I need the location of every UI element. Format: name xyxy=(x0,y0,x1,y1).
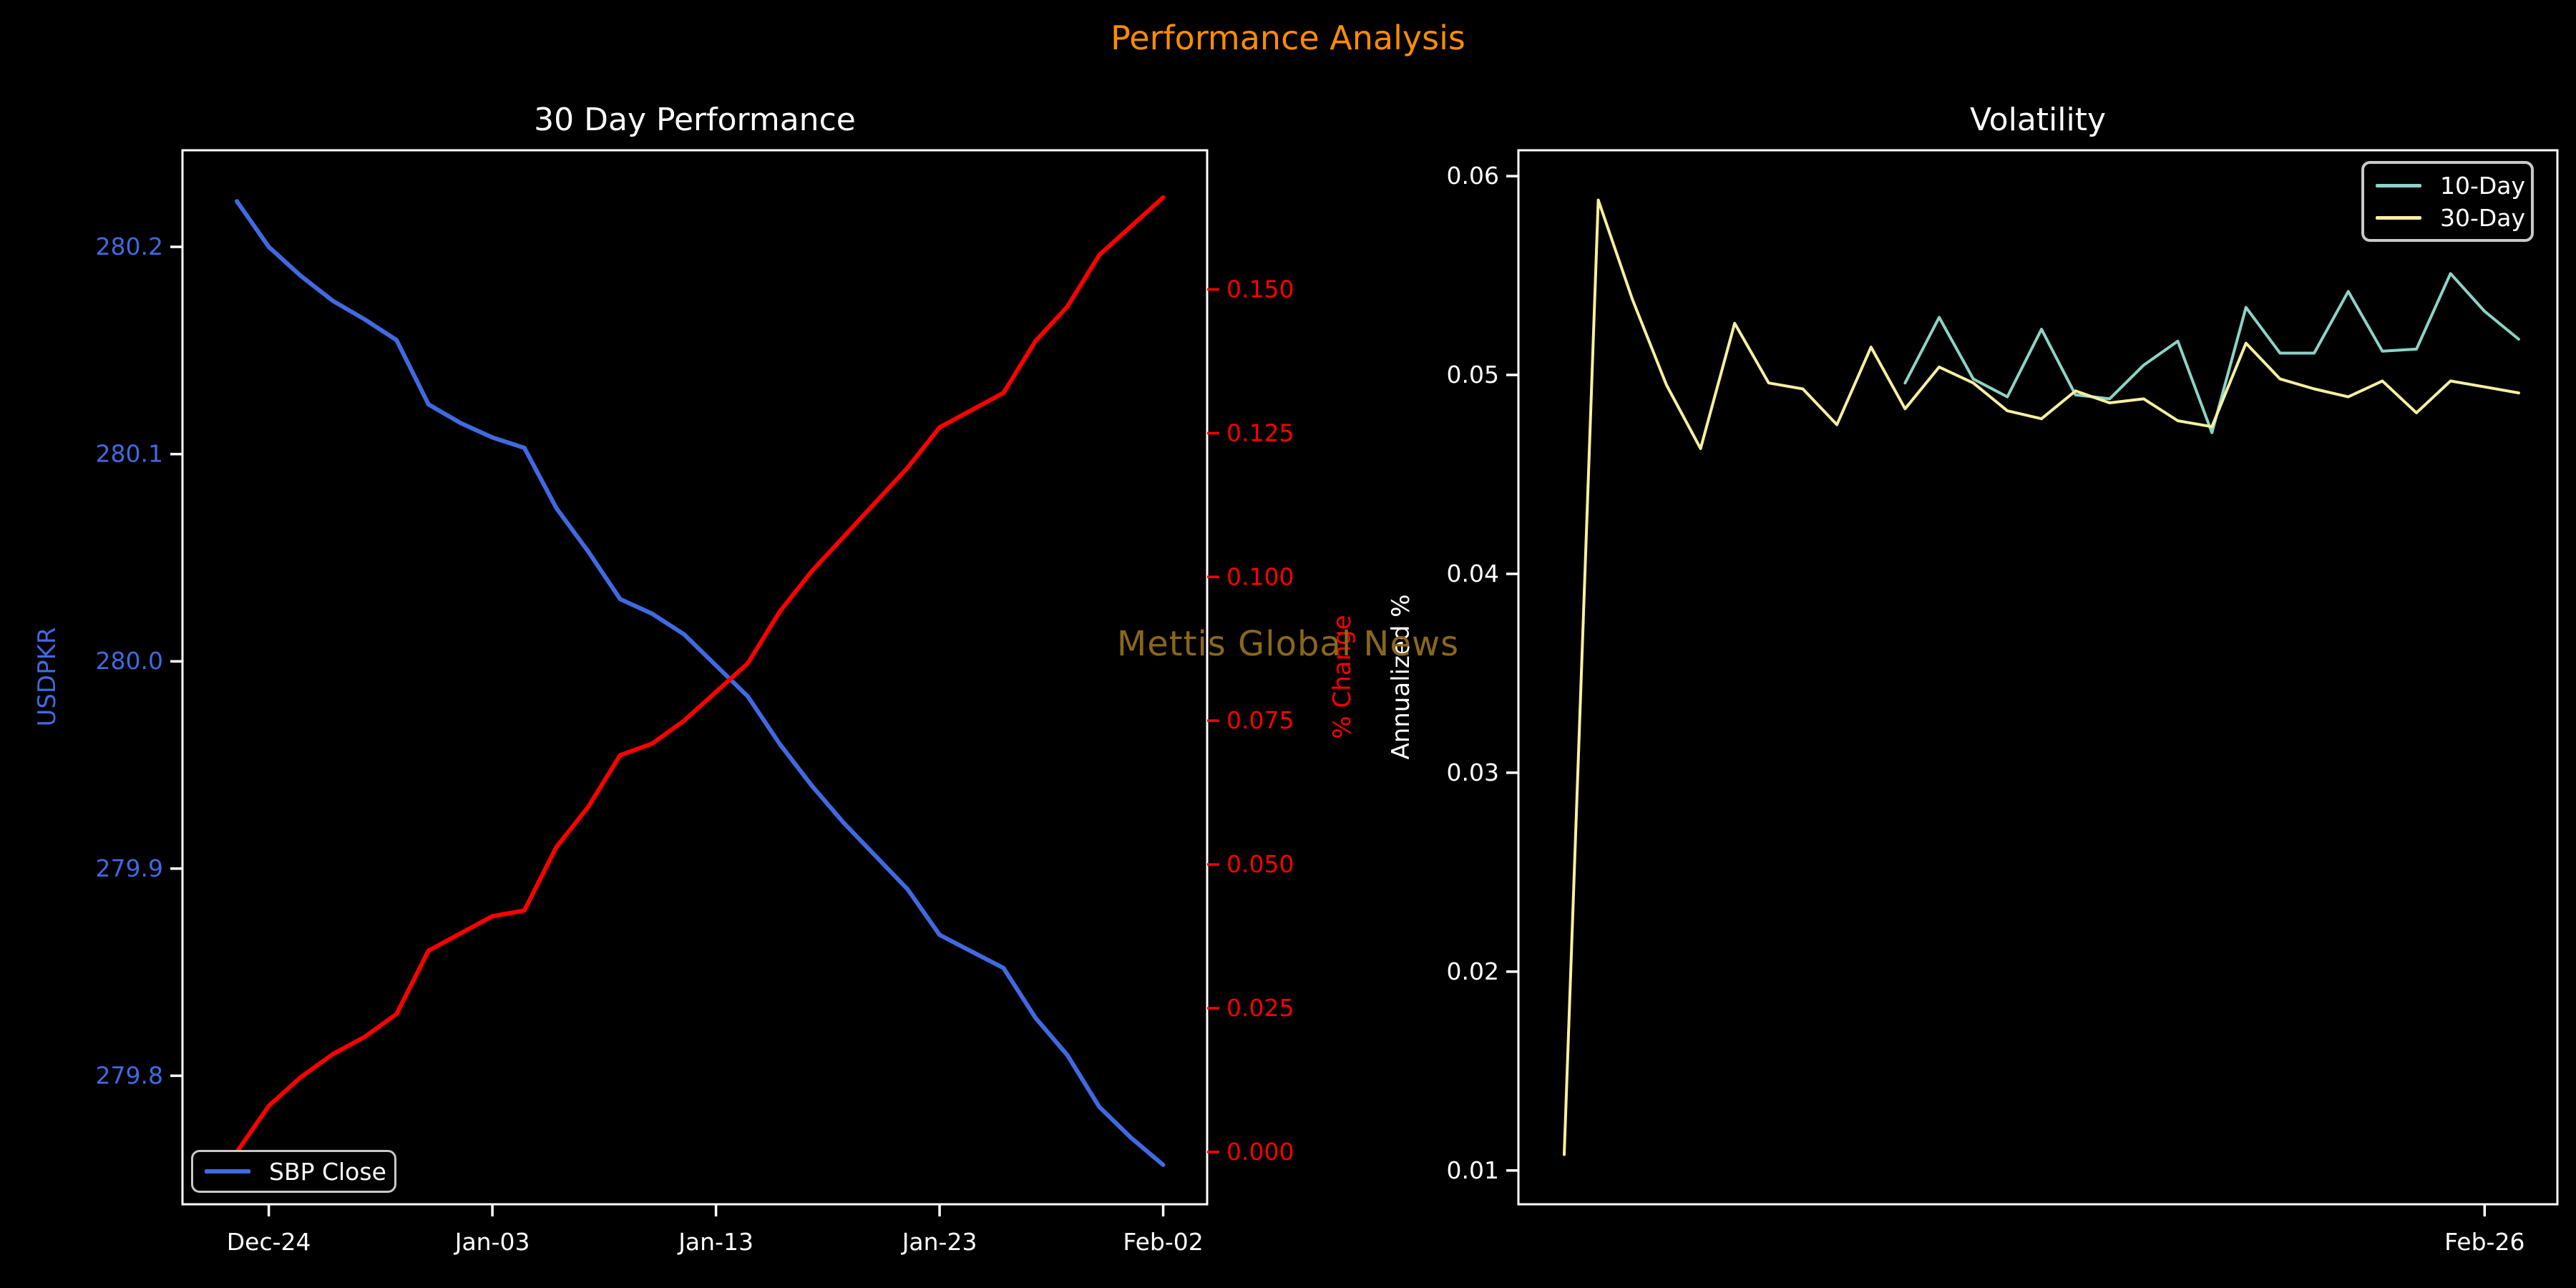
performance-axes-frame xyxy=(181,149,1209,1206)
series-line-10-day xyxy=(1903,272,2520,434)
y-tick-label-right: 0.025 xyxy=(1226,994,1294,1022)
x-tick-label: Feb-02 xyxy=(1123,1228,1203,1256)
sbp-close-line-swatch xyxy=(205,1169,250,1174)
y-tick-label-right: 0.150 xyxy=(1226,275,1294,303)
y-tick-label-right: 0.100 xyxy=(1226,562,1294,590)
legend-item-30-day: 30-Day xyxy=(2376,206,2531,230)
y-tick-label: 279.9 xyxy=(96,854,163,882)
x-tick-label: Jan-03 xyxy=(454,1228,530,1256)
thirty-day-line-swatch xyxy=(2376,215,2421,220)
volatility-axes-frame xyxy=(1517,149,2559,1206)
y-tick-label-right: 0.075 xyxy=(1226,706,1294,734)
y-tick-label: 280.2 xyxy=(96,233,163,260)
figure-suptitle: Performance Analysis xyxy=(1111,19,1465,57)
volatility-y-axis-label: Annualized % xyxy=(1387,594,1415,760)
y-tick-label-right: 0.000 xyxy=(1226,1138,1294,1166)
y-tick-label: 280.0 xyxy=(96,647,163,675)
legend-item-label: SBP Close xyxy=(269,1157,386,1186)
x-tick-label: Jan-13 xyxy=(677,1228,753,1256)
series-line-30-day xyxy=(1563,198,2520,1156)
legend-item-label: 10-Day xyxy=(2440,171,2526,200)
volatility-chart-title: Volatility xyxy=(1969,102,2106,138)
x-tick-label: Jan-23 xyxy=(901,1228,977,1256)
ten-day-line-swatch xyxy=(2376,183,2421,187)
y-tick-label: 0.02 xyxy=(1447,957,1499,985)
legend-item-sbp-close: SBP Close xyxy=(205,1160,394,1184)
volatility-legend: 10-Day 30-Day xyxy=(2361,161,2534,242)
series-line--change xyxy=(235,195,1166,1154)
watermark-text: Mettis Global News xyxy=(1116,624,1460,664)
y-tick-label: 0.03 xyxy=(1447,758,1499,786)
y-tick-label: 0.05 xyxy=(1447,361,1499,389)
legend-item-10-day: 10-Day xyxy=(2376,174,2531,197)
y-tick-label: 280.1 xyxy=(96,440,163,468)
x-tick-label: Dec-24 xyxy=(227,1228,311,1256)
performance-legend: SBP Close xyxy=(191,1150,396,1193)
y-tick-label: 279.8 xyxy=(96,1061,163,1089)
y-tick-label: 0.01 xyxy=(1447,1156,1499,1184)
y-tick-label: 0.04 xyxy=(1447,560,1499,587)
y-tick-label-right: 0.125 xyxy=(1226,419,1294,447)
legend-item-label: 30-Day xyxy=(2440,203,2526,232)
y-tick-label: 0.06 xyxy=(1447,162,1499,190)
y-tick-label-right: 0.050 xyxy=(1226,850,1294,878)
series-line-sbp-close xyxy=(235,199,1166,1167)
performance-chart-title: 30 Day Performance xyxy=(534,102,856,138)
x-tick-label: Feb-26 xyxy=(2444,1228,2524,1256)
